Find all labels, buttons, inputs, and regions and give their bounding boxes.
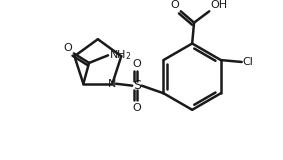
Text: N: N (108, 79, 117, 89)
Text: O: O (132, 59, 141, 69)
Text: S: S (133, 79, 141, 92)
Text: O: O (63, 43, 72, 52)
Text: O: O (132, 103, 141, 113)
Text: Cl: Cl (243, 57, 254, 67)
Text: NH$_2$: NH$_2$ (109, 48, 132, 62)
Text: OH: OH (210, 0, 227, 10)
Text: O: O (170, 0, 179, 10)
